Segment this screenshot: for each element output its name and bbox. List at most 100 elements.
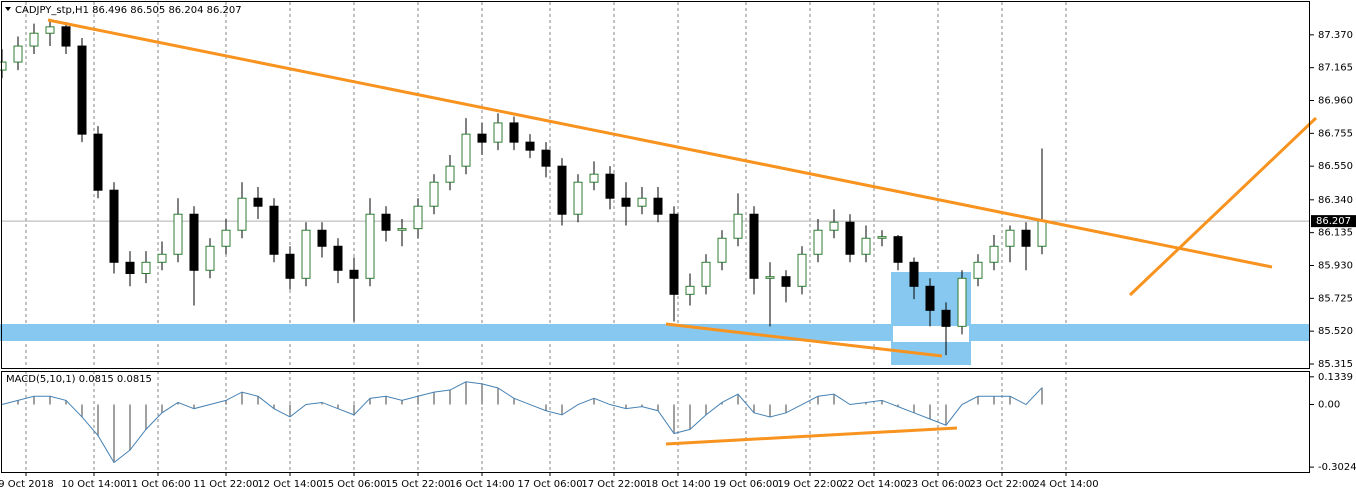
candle-body xyxy=(77,45,87,135)
x-tick-label: 19 Oct 06:00 xyxy=(713,479,778,490)
candle-body xyxy=(557,165,567,215)
candle-body xyxy=(797,253,807,287)
x-tick-label: 11 Oct 06:00 xyxy=(125,479,190,490)
y-tick-label: 86.960 xyxy=(1318,96,1353,107)
candle-body xyxy=(989,245,999,263)
candle-body xyxy=(413,205,423,230)
candle-body xyxy=(509,122,519,143)
candle-body xyxy=(93,133,103,191)
y-tick-label: 86.755 xyxy=(1318,128,1353,139)
candle-body xyxy=(189,213,199,271)
candle-body xyxy=(157,253,167,263)
candle-body xyxy=(493,122,503,143)
candle-body xyxy=(957,277,967,327)
candle-body xyxy=(1037,220,1047,247)
candle-body xyxy=(541,149,551,167)
candle-body xyxy=(397,228,407,231)
candle-body xyxy=(605,173,615,199)
trendline xyxy=(665,426,958,446)
candle-body xyxy=(749,213,759,279)
candle-body xyxy=(429,181,439,207)
marks xyxy=(0,18,1310,464)
x-tick-label: 16 Oct 14:00 xyxy=(449,479,514,490)
candle-body xyxy=(893,236,903,263)
candle-body xyxy=(637,197,647,207)
y-tick-label: 86.340 xyxy=(1318,195,1353,206)
trendline xyxy=(665,322,943,358)
candle-body xyxy=(845,221,855,255)
candle-body xyxy=(285,253,295,279)
candle-body xyxy=(221,229,231,247)
candle-body xyxy=(861,237,871,255)
x-tick-label: 12 Oct 14:00 xyxy=(257,479,322,490)
candle-body xyxy=(1021,229,1031,247)
last-price-label: 86.207 xyxy=(1316,216,1351,227)
y-tick-label: -0.3024 xyxy=(1318,462,1356,473)
trendline xyxy=(1128,116,1318,297)
support-zone xyxy=(0,324,1310,341)
candle-body xyxy=(733,213,743,239)
candle-body xyxy=(717,237,727,263)
x-tick-label: 17 Oct 06:00 xyxy=(517,479,582,490)
candle-body xyxy=(13,45,23,63)
candle-body xyxy=(61,26,71,47)
candle-body xyxy=(205,245,215,271)
y-tick-label: 86.135 xyxy=(1318,228,1353,239)
candle-body xyxy=(125,261,135,274)
y-tick-label: 87.370 xyxy=(1318,30,1353,41)
candle-body xyxy=(621,197,631,207)
candle-body xyxy=(573,181,583,215)
candle-body xyxy=(461,133,471,167)
candle-body xyxy=(349,269,359,279)
candle-body xyxy=(0,61,7,71)
candle-body xyxy=(973,261,983,279)
candle-body xyxy=(29,32,39,47)
candle-body xyxy=(381,213,391,231)
candle-body xyxy=(477,133,487,143)
candle-body xyxy=(701,261,711,287)
x-tick-label: 17 Oct 22:00 xyxy=(581,479,646,490)
x-tick-label: 18 Oct 14:00 xyxy=(645,479,710,490)
x-tick-label: 10 Oct 14:00 xyxy=(61,479,126,490)
y-tick-label: 0.00 xyxy=(1318,400,1340,411)
candle-body xyxy=(765,276,775,279)
candle-body xyxy=(669,213,679,295)
candle-body xyxy=(909,261,919,287)
candle-body xyxy=(365,213,375,279)
x-tick-label: 23 Oct 22:00 xyxy=(969,479,1034,490)
y-tick-label: 85.520 xyxy=(1318,326,1353,337)
candle-body xyxy=(45,26,55,34)
candle-body xyxy=(269,205,279,255)
candle-body xyxy=(317,229,327,247)
y-tick-label: 86.550 xyxy=(1318,161,1353,172)
last-price-box xyxy=(1311,215,1356,228)
x-tick-label: 9 Oct 2018 xyxy=(0,479,54,490)
macd-panel xyxy=(1,371,1310,473)
y-tick-label: 0.1339 xyxy=(1318,372,1353,383)
candle-body xyxy=(301,229,311,279)
candle-body xyxy=(173,213,183,255)
main-panel xyxy=(1,1,1310,369)
x-tick-label: 24 Oct 14:00 xyxy=(1033,479,1098,490)
candle-body xyxy=(141,261,151,274)
x-tick-label: 15 Oct 06:00 xyxy=(321,479,386,490)
x-tick-label: 19 Oct 22:00 xyxy=(777,479,842,490)
candle-body xyxy=(877,236,887,239)
chart-title: CADJPY_stp,H1 86.496 86.505 86.204 86.20… xyxy=(15,5,242,16)
candle-body xyxy=(109,189,119,263)
highlight-gap xyxy=(893,326,969,342)
menu-arrow xyxy=(5,7,11,11)
y-tick-label: 87.165 xyxy=(1318,63,1353,74)
trendline xyxy=(47,18,1273,269)
candle-body xyxy=(237,197,247,231)
candle-body xyxy=(445,165,455,183)
candle-body xyxy=(589,173,599,183)
candle-body xyxy=(829,221,839,231)
candle-body xyxy=(253,197,263,207)
grid xyxy=(25,2,1067,472)
x-tick-label: 22 Oct 14:00 xyxy=(841,479,906,490)
candle-body xyxy=(781,276,791,287)
macd-title: MACD(5,10,1) 0.0815 0.0815 xyxy=(6,374,152,385)
